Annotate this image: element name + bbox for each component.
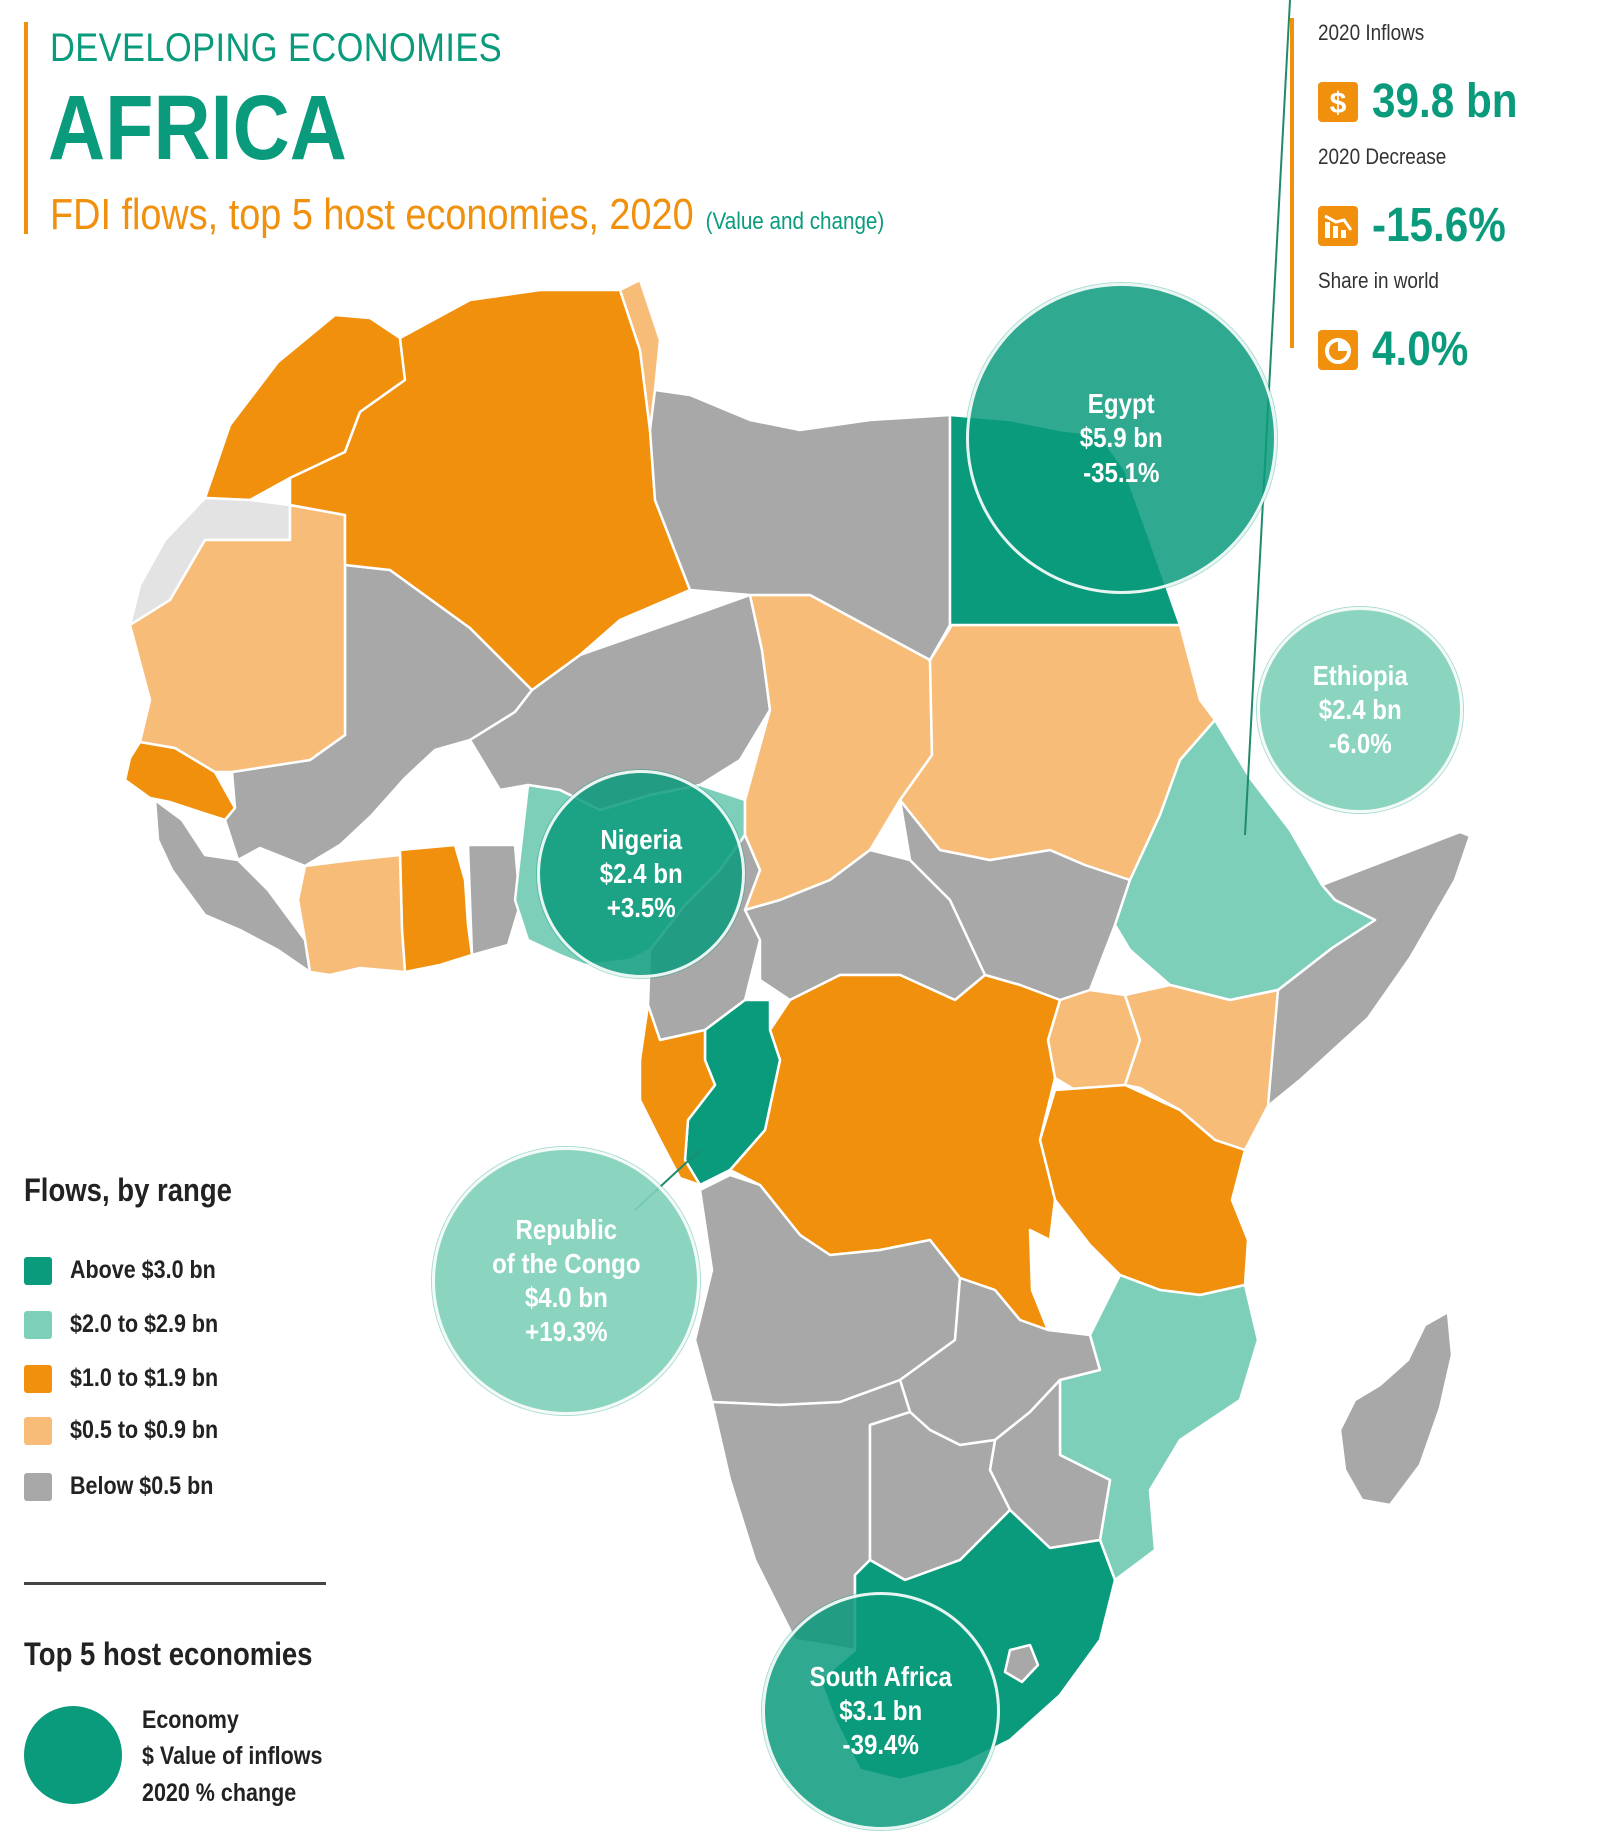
bubble-south-africa-name: South Africa bbox=[809, 1660, 953, 1692]
legend-label: Above $3.0 bn bbox=[70, 1256, 216, 1284]
bubble-nigeria: Nigeria $2.4 bn +3.5% bbox=[537, 770, 745, 978]
bubble-ethiopia-value: $2.4 bn bbox=[1318, 693, 1402, 725]
bubble-egypt-name: Egypt bbox=[1088, 388, 1155, 420]
legend-swatch bbox=[24, 1364, 52, 1393]
key-description: Economy $ Value of inflows 2020 % change bbox=[142, 1702, 322, 1811]
legend-item-above-3: Above $3.0 bn bbox=[24, 1256, 240, 1285]
bubble-nigeria-name: Nigeria bbox=[600, 823, 682, 855]
country-mozambique bbox=[1058, 1273, 1260, 1582]
legend-swatch bbox=[24, 1472, 52, 1501]
bubble-nigeria-change: +3.5% bbox=[606, 892, 676, 924]
country-ghana-neighbors bbox=[466, 843, 522, 957]
bubble-nigeria-value: $2.4 bn bbox=[599, 857, 683, 889]
legend-label: $1.0 to $1.9 bn bbox=[70, 1364, 219, 1392]
legend-item-2-to-29: $2.0 to $2.9 bn bbox=[24, 1310, 242, 1339]
country-uganda bbox=[1046, 988, 1142, 1092]
page-subtitle: FDI flows, top 5 host economies, 2020 (Va… bbox=[50, 190, 884, 240]
country-mauritania bbox=[128, 503, 347, 774]
stat-share: 4.0% bbox=[1318, 322, 1481, 377]
stat-value-inflows: 39.8 bn bbox=[1372, 75, 1518, 128]
country-dr-congo bbox=[728, 973, 1062, 1332]
country-ethiopia bbox=[1113, 718, 1377, 1002]
subtitle-note: (Value and change) bbox=[705, 208, 885, 235]
bubble-congo-name-1: Republic bbox=[515, 1213, 617, 1245]
stat-value-decrease: -15.6% bbox=[1372, 199, 1506, 252]
bubble-congo-name-2: of the Congo bbox=[491, 1247, 641, 1279]
pie-icon bbox=[1318, 329, 1358, 370]
country-gabon bbox=[638, 1003, 717, 1187]
decrease-chart-icon bbox=[1318, 205, 1358, 246]
legend-item-1-to-19: $1.0 to $1.9 bn bbox=[24, 1364, 242, 1393]
stat-label-inflows: 2020 Inflows bbox=[1318, 20, 1425, 45]
key-circle bbox=[24, 1706, 122, 1804]
bubble-congo: Republic of the Congo $4.0 bn +19.3% bbox=[432, 1147, 700, 1415]
legend-item-below-05: Below $0.5 bn bbox=[24, 1472, 237, 1501]
stat-label-share: Share in world bbox=[1318, 268, 1439, 293]
bubble-south-africa-value: $3.1 bn bbox=[839, 1694, 923, 1726]
stat-value-share: 4.0% bbox=[1372, 323, 1469, 376]
legend-swatch bbox=[24, 1416, 52, 1445]
key-line-value: $ Value of inflows bbox=[142, 1742, 323, 1771]
key-line-change: 2020 % change bbox=[142, 1778, 297, 1807]
key-stats-panel: 2020 Inflows $ 39.8 bn 2020 Decrease -15… bbox=[1290, 18, 1594, 376]
bubble-ethiopia-change: -6.0% bbox=[1328, 728, 1392, 760]
country-ghana bbox=[398, 843, 474, 974]
country-madagascar bbox=[1338, 1310, 1454, 1507]
bubble-ethiopia-name: Ethiopia bbox=[1312, 659, 1408, 691]
stat-inflows: $ 39.8 bn bbox=[1318, 74, 1537, 129]
header-accent-bar bbox=[24, 22, 28, 234]
page-title: AFRICA bbox=[48, 77, 347, 179]
legend-label: $2.0 to $2.9 bn bbox=[70, 1310, 219, 1338]
subtitle-text: FDI flows, top 5 host economies, 2020 bbox=[50, 190, 694, 239]
bubble-egypt-change: -35.1% bbox=[1083, 456, 1160, 488]
page-supertitle: DEVELOPING ECONOMIES bbox=[50, 26, 503, 70]
key-line-economy: Economy bbox=[142, 1706, 239, 1734]
key-title: Top 5 host economies bbox=[24, 1636, 313, 1672]
svg-text:$: $ bbox=[1330, 87, 1347, 119]
bubble-ethiopia: Ethiopia $2.4 bn -6.0% bbox=[1257, 607, 1463, 813]
legend-label: $0.5 to $0.9 bn bbox=[70, 1416, 219, 1444]
legend-label: Below $0.5 bn bbox=[70, 1472, 214, 1500]
legend-swatch bbox=[24, 1256, 52, 1285]
stat-decrease: -15.6% bbox=[1318, 198, 1524, 253]
bubble-egypt-value: $5.9 bn bbox=[1080, 422, 1163, 454]
bubble-south-africa: South Africa $3.1 bn -39.4% bbox=[762, 1592, 1000, 1830]
legend-divider bbox=[24, 1582, 326, 1585]
country-libya bbox=[648, 388, 952, 662]
bubble-congo-value: $4.0 bn bbox=[524, 1282, 608, 1313]
stat-label-decrease: 2020 Decrease bbox=[1318, 144, 1447, 169]
bubble-congo-change: +19.3% bbox=[524, 1316, 608, 1348]
country-cote-divoire bbox=[296, 853, 407, 977]
legend-swatch bbox=[24, 1310, 52, 1339]
bubble-egypt: Egypt $5.9 bn -35.1% bbox=[966, 283, 1277, 594]
bubble-south-africa-change: -39.4% bbox=[842, 1729, 920, 1761]
legend-item-05-to-09: $0.5 to $0.9 bn bbox=[24, 1416, 242, 1445]
country-lesotho bbox=[1003, 1643, 1040, 1684]
dollar-icon: $ bbox=[1318, 81, 1358, 122]
legend-title: Flows, by range bbox=[24, 1172, 232, 1208]
